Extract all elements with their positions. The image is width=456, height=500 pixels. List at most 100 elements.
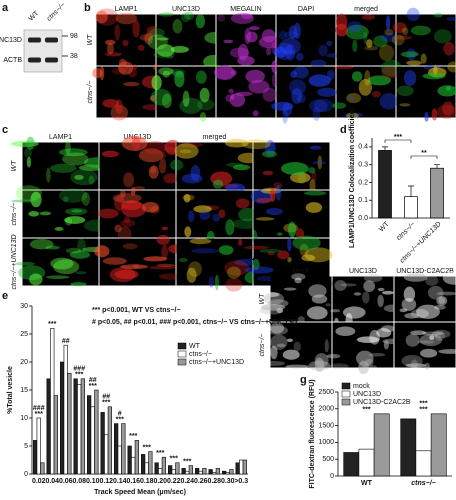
micrograph-signal — [267, 325, 288, 336]
sig-label: ## — [102, 394, 110, 401]
micrograph-signal — [235, 198, 250, 209]
micrograph-signal — [225, 138, 249, 148]
micrograph-signal — [238, 207, 258, 222]
x-tick-label: 0.22 — [167, 478, 181, 485]
x-tick-label: 0.06 — [59, 478, 73, 485]
micrograph-signal — [287, 237, 292, 252]
x-tick-label: 0.10 — [86, 478, 100, 485]
bar — [212, 472, 217, 475]
sig-label: *** — [116, 416, 124, 423]
micrograph — [394, 322, 456, 368]
micrograph-signal — [70, 169, 98, 186]
micrograph-signal — [377, 294, 384, 307]
micrograph-signal — [62, 152, 89, 166]
micrograph-signal — [380, 325, 395, 333]
bar — [117, 445, 122, 475]
micrograph-signal — [101, 150, 119, 158]
micrograph-signal — [346, 93, 361, 104]
micrograph-signal — [262, 150, 277, 158]
bar — [100, 412, 105, 475]
micrograph-signal — [278, 30, 287, 40]
micrograph-signal — [270, 188, 276, 202]
micrograph-signal — [167, 69, 186, 75]
micrograph-signal — [92, 67, 103, 79]
micrograph-signal — [399, 103, 411, 107]
y-tick-label: 0 — [330, 473, 334, 480]
micrograph-signal — [295, 228, 305, 240]
bar — [107, 406, 112, 475]
micrograph-signal — [309, 99, 328, 113]
micrograph-signal — [273, 46, 287, 58]
micrograph-signal — [122, 39, 129, 47]
y-tick-label: 0.0 — [358, 215, 368, 222]
y-tick-label: 0.4 — [358, 144, 368, 151]
micrograph-signal — [422, 72, 446, 80]
micrograph-signal — [347, 21, 362, 33]
sig-bracket — [410, 155, 438, 159]
micrograph-signal — [130, 186, 136, 196]
micrograph-signal — [151, 75, 162, 91]
micrograph-signal — [195, 14, 205, 29]
legend-label: ctns−/− — [189, 351, 212, 358]
micrograph-signal — [137, 44, 145, 51]
annotation: # p<0.05, ## p<0.01, ### p<0.001, ctns−/… — [92, 319, 297, 326]
micrograph-signal — [26, 156, 32, 168]
bar — [60, 361, 65, 475]
micrograph-signal — [293, 341, 301, 352]
micrograph-signal — [447, 61, 456, 73]
row-label: WT — [259, 293, 266, 305]
micrograph-signal — [112, 193, 142, 203]
micrograph-signal — [229, 47, 250, 58]
micrograph-signal — [123, 81, 140, 87]
sig-label: *** — [419, 407, 427, 414]
micrograph-signal — [71, 209, 83, 213]
micrograph-signal — [299, 243, 309, 257]
micrograph-signal — [305, 202, 323, 213]
y-axis-label: %Total vesicle — [7, 366, 14, 414]
legend-swatch — [341, 398, 351, 406]
micrograph-signal — [214, 65, 235, 80]
micrograph-signal — [326, 40, 333, 47]
micrograph-signal — [442, 271, 456, 285]
bar — [121, 423, 126, 475]
micrograph-signal — [224, 260, 250, 276]
micrograph-signal — [271, 101, 294, 111]
micrograph-signal — [180, 12, 191, 23]
row-label: WT — [87, 34, 94, 46]
column-header: UNC13D — [172, 6, 200, 13]
micrograph-signal — [64, 216, 86, 224]
y-tick-label: 1500 — [318, 422, 334, 429]
micrograph-signal — [348, 96, 356, 100]
micrograph-signal — [81, 192, 91, 206]
micrograph-signal — [39, 211, 52, 216]
micrograph-signal — [436, 295, 448, 306]
micrograph-signal — [252, 110, 259, 117]
mw-marker: 38 — [70, 53, 78, 60]
micrograph-signal — [379, 92, 398, 110]
micrograph-signal — [218, 209, 226, 219]
micrograph-signal — [170, 159, 184, 171]
micrograph-signal — [177, 142, 204, 148]
micrograph-signal — [312, 161, 327, 165]
bar — [242, 459, 247, 475]
micrograph-signal — [378, 44, 395, 61]
micrograph-signal — [282, 108, 288, 124]
micrograph-signal — [304, 190, 327, 196]
micrograph — [22, 142, 99, 190]
micrograph-signal — [405, 333, 420, 347]
micrograph-signal — [433, 29, 452, 44]
micrograph-signal — [382, 290, 394, 295]
bar — [229, 469, 234, 475]
micrograph-signal — [301, 254, 316, 262]
micrograph-signal — [58, 188, 88, 203]
lane-label: ctns−/− — [46, 2, 67, 23]
micrograph-signal — [226, 162, 244, 167]
x-tick-label: 0.16 — [126, 478, 140, 485]
micrograph — [276, 14, 336, 66]
micrograph-signal — [363, 31, 368, 44]
micrograph-signal — [296, 52, 304, 61]
bar — [114, 423, 119, 475]
sig-label: ## — [89, 377, 97, 384]
y-tick-label: 0.1 — [358, 197, 368, 204]
micrograph-signal — [149, 95, 159, 102]
